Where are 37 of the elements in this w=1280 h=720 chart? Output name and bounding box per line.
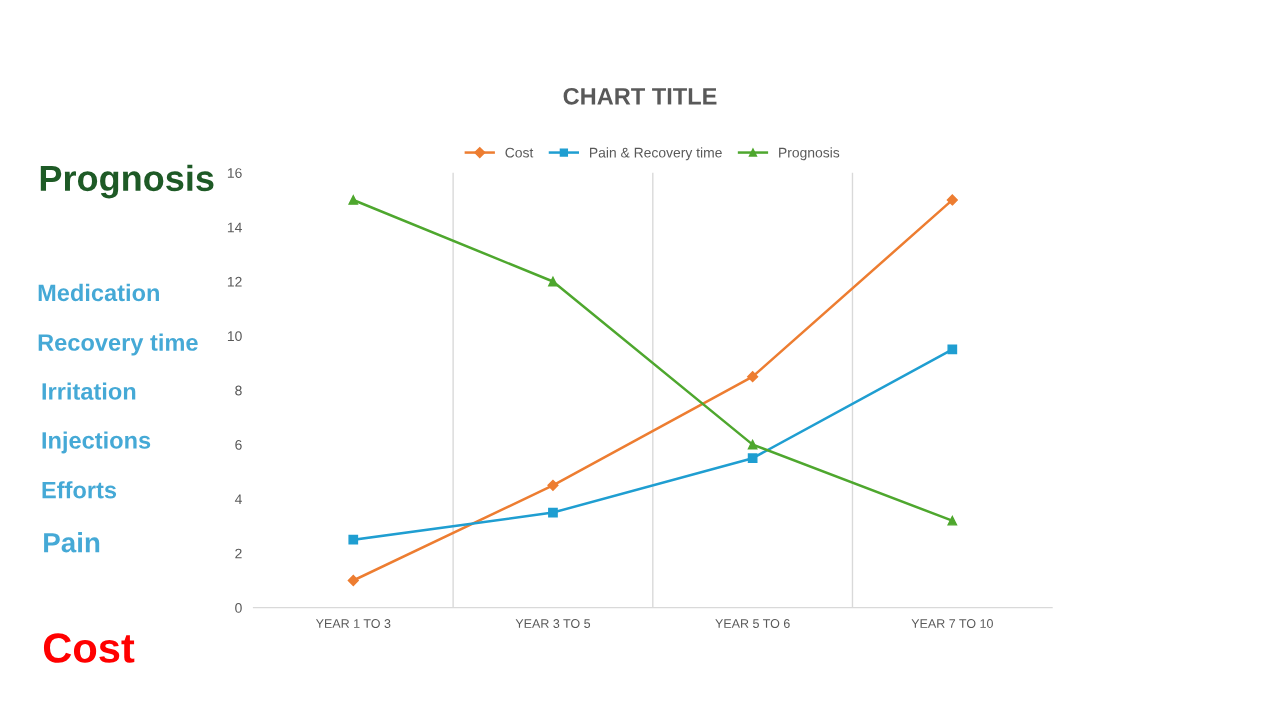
point xyxy=(747,439,758,450)
point xyxy=(348,534,359,545)
y-tick-label: 2 xyxy=(235,548,242,559)
text: Cost xyxy=(43,633,135,663)
x-tick-label: YEAR 1 TO 3 xyxy=(315,619,391,628)
text: Medication xyxy=(38,283,159,302)
point xyxy=(547,479,559,491)
point xyxy=(347,574,359,587)
y-tick-label: 14 xyxy=(227,222,242,233)
point xyxy=(548,276,558,287)
point xyxy=(348,195,359,205)
y-tick-label: 12 xyxy=(227,276,242,287)
y-tick-label: 6 xyxy=(235,439,242,450)
text: Pain xyxy=(44,532,100,553)
x-tick-label: YEAR 3 TO 5 xyxy=(515,619,591,628)
y-tick-label: 4 xyxy=(234,494,242,504)
legend-label: Prognosis xyxy=(779,147,840,161)
y-tick-label: 8 xyxy=(235,385,242,396)
text: Prognosis xyxy=(40,164,214,199)
text: Recovery time xyxy=(38,333,198,356)
x-tick-label: YEAR 5 TO 6 xyxy=(715,619,790,628)
x-tick-label: YEAR 7 TO 10 xyxy=(911,619,993,628)
point xyxy=(946,194,958,206)
legend-label: Cost xyxy=(505,147,534,158)
chart-title: CHART TITLE xyxy=(563,87,717,105)
point xyxy=(747,453,758,464)
y-tick-label: 10 xyxy=(227,331,242,342)
text: Injections xyxy=(42,431,151,454)
y-tick-label: 0 xyxy=(235,603,242,613)
point xyxy=(947,515,958,526)
y-tick-label: 16 xyxy=(227,168,242,178)
point xyxy=(947,344,958,355)
point xyxy=(548,507,558,518)
text: Efforts xyxy=(42,481,117,499)
text: Irritation xyxy=(42,382,136,400)
point xyxy=(747,371,759,383)
legend-label: Pain & Recovery time xyxy=(590,147,722,161)
